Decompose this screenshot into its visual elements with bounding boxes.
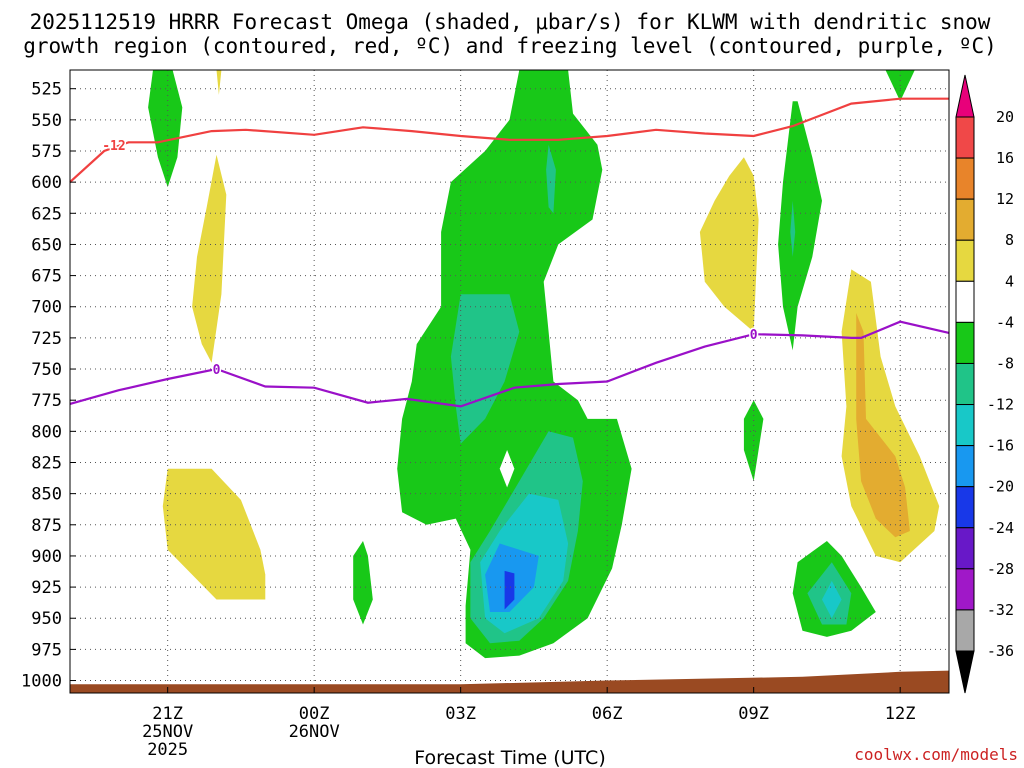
y-tick-label-775: 775 xyxy=(31,391,62,411)
colorbar-label-7: -12 xyxy=(987,396,1014,414)
x-tick-label-03Z: 03Z xyxy=(445,704,476,724)
y-tick-label-550: 550 xyxy=(31,111,62,131)
y-tick-label-950: 950 xyxy=(31,609,62,629)
omega-shaded-regions xyxy=(148,70,940,659)
colorbar-label-2: 12 xyxy=(996,190,1014,208)
shaded-region-darkblue-core xyxy=(504,570,515,610)
colorbar-label-8: -16 xyxy=(987,437,1014,455)
colorbar-label-1: 16 xyxy=(996,149,1014,167)
colorbar-label-9: -20 xyxy=(987,478,1014,496)
plot-area: -12 0 0 xyxy=(69,69,950,694)
colorbar-bin-13 xyxy=(955,609,975,652)
shaded-region-white-hole xyxy=(499,450,515,488)
y-tick-label-600: 600 xyxy=(31,173,62,193)
colorbar-label-3: 8 xyxy=(1005,231,1014,249)
colorbar-label-4: 4 xyxy=(1005,272,1014,290)
y-tick-label-900: 900 xyxy=(31,547,62,567)
chart-title-line1: 2025112519 HRRR Forecast Omega (shaded, … xyxy=(30,10,991,34)
shaded-region-green-col-21z xyxy=(148,70,183,188)
terrain-fill xyxy=(70,670,949,693)
shaded-region-cyan-10z-low xyxy=(822,580,842,619)
dendritic-minus12-contour-label-0: -12 xyxy=(102,139,125,154)
colorbar-bin-10 xyxy=(955,486,975,529)
y-tick-label-825: 825 xyxy=(31,453,62,473)
colorbar-label-0: 20 xyxy=(996,108,1014,126)
x-tick-label-09Z: 09Z xyxy=(738,704,769,724)
shaded-region-yellow-09z xyxy=(699,157,759,332)
colorbar-label-5: -4 xyxy=(996,313,1014,331)
freezing-level-contour-line xyxy=(69,320,950,408)
colorbar-bin-6 xyxy=(955,321,975,364)
contour-lines: -12 0 0 xyxy=(69,97,950,408)
colorbar-bin-7 xyxy=(955,362,975,406)
shaded-region-orange-11z xyxy=(856,313,910,538)
colorbar-bin-12 xyxy=(955,568,975,611)
y-tick-label-800: 800 xyxy=(31,422,62,442)
colorbar-top-triangle xyxy=(955,74,975,118)
colorbar-bin-2 xyxy=(955,157,975,200)
dendritic-minus12-contour-line xyxy=(69,97,949,183)
freezing-level-contour-label-1: 0 xyxy=(750,328,758,343)
colorbar-label-10: -24 xyxy=(987,519,1014,537)
y-tick-label-975: 975 xyxy=(31,640,62,660)
shaded-region-teal-upper-sliver xyxy=(546,144,556,214)
y-axis-pressure-ticks: 525 550 575 600 625 650 675 700 725 750 775 800 825 8… xyxy=(21,80,76,692)
y-tick-label-575: 575 xyxy=(31,142,62,162)
x-tick-year-21Z: 2025 xyxy=(147,740,188,760)
colorbar-bin-5 xyxy=(955,280,975,323)
y-tick-label-525: 525 xyxy=(31,80,62,100)
shaded-region-yellow-col-22z xyxy=(192,154,227,363)
colorbar-label-11: -28 xyxy=(987,560,1014,578)
shaded-region-green-10z-col xyxy=(778,101,822,351)
x-tick-label-21Z: 21Z xyxy=(152,704,183,724)
colorbar-bottom-triangle xyxy=(955,650,975,694)
colorbar-bin-4 xyxy=(955,239,975,282)
y-tick-label-725: 725 xyxy=(31,329,62,349)
colorbar-bin-9 xyxy=(955,445,975,488)
colorbar-label-13: -36 xyxy=(987,642,1014,660)
x-tick-date-00Z: 26NOV xyxy=(289,722,340,742)
x-tick-label-00Z: 00Z xyxy=(299,704,330,724)
y-tick-label-925: 925 xyxy=(31,578,62,598)
y-tick-label-650: 650 xyxy=(31,235,62,255)
y-tick-label-675: 675 xyxy=(31,267,62,287)
x-tick-label-12Z: 12Z xyxy=(885,704,916,724)
chart-title-line2: growth region (contoured, red, ºC) and f… xyxy=(23,34,997,58)
y-tick-label-700: 700 xyxy=(31,298,62,318)
colorbar-bin-11 xyxy=(955,527,975,570)
y-tick-label-850: 850 xyxy=(31,485,62,505)
x-tick-date-21Z: 25NOV xyxy=(142,722,193,742)
freezing-level-contour-label-0: 0 xyxy=(213,363,221,378)
colorbar-bin-8 xyxy=(955,404,975,447)
shaded-region-yellow-low-21z xyxy=(162,468,266,600)
shaded-region-teal-10z-sliver xyxy=(790,200,796,257)
shaded-region-yellow-col-22z-top xyxy=(216,70,222,95)
omega-colorbar: 20 16 12 8 4 -4 -8 -12 -16 -20 -24 -28 -32 -36 xyxy=(955,74,1014,694)
colorbar-label-12: -32 xyxy=(987,601,1014,619)
y-tick-label-1000: 1000 xyxy=(21,672,62,692)
y-tick-label-625: 625 xyxy=(31,204,62,224)
colorbar-bin-1 xyxy=(955,116,975,159)
plot-frame xyxy=(69,69,950,694)
site-credit: coolwx.com/models xyxy=(854,745,1018,764)
colorbar-bin-3 xyxy=(955,198,975,241)
shaded-region-green-small-01z xyxy=(353,541,373,625)
colorbar-label-6: -8 xyxy=(996,354,1014,372)
terrain-ground xyxy=(70,670,949,693)
y-tick-label-750: 750 xyxy=(31,360,62,380)
y-tick-label-875: 875 xyxy=(31,516,62,536)
x-axis-label: Forecast Time (UTC) xyxy=(414,747,605,768)
x-tick-label-06Z: 06Z xyxy=(592,704,623,724)
